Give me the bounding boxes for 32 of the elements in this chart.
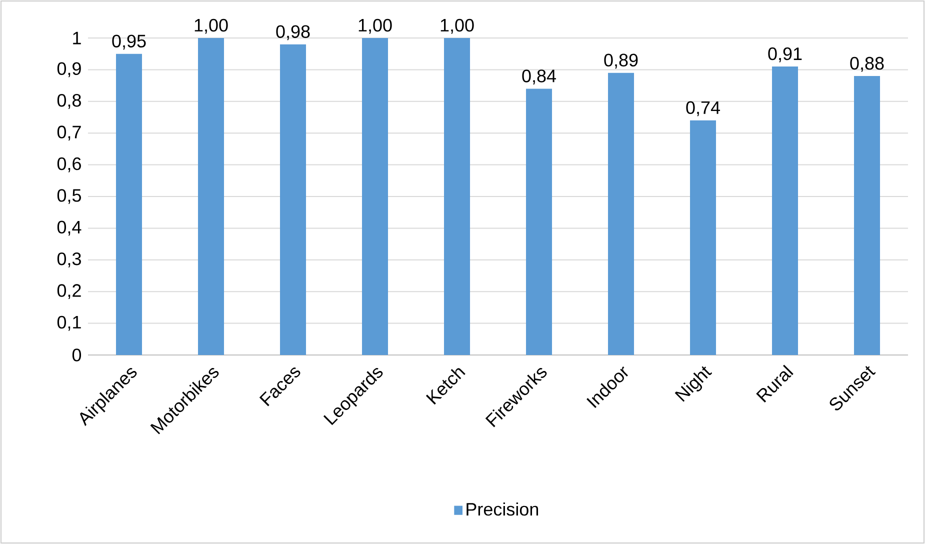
bar bbox=[608, 72, 634, 355]
bar bbox=[854, 76, 880, 355]
bar bbox=[690, 120, 716, 355]
text: 1,00 bbox=[440, 18, 474, 34]
text: 0,89 bbox=[604, 54, 638, 69]
y-tick-label: 0,2 bbox=[57, 284, 81, 300]
text: 0,84 bbox=[522, 70, 556, 84]
y-tick-label: 0 bbox=[72, 348, 82, 362]
y-tick-label: 1 bbox=[73, 32, 81, 44]
text: 0,88 bbox=[850, 56, 884, 72]
y-tick-label: 0,5 bbox=[57, 189, 81, 204]
y-tick-label: 0,7 bbox=[57, 126, 81, 141]
y-tick-label: 0,4 bbox=[57, 220, 82, 236]
bar bbox=[362, 38, 388, 355]
text: 0,95 bbox=[112, 34, 146, 50]
text: 0,91 bbox=[768, 47, 802, 62]
bar bbox=[444, 38, 470, 355]
text: 0,98 bbox=[276, 25, 310, 40]
y-tick-label: 0,3 bbox=[57, 252, 81, 268]
text: 1,00 bbox=[194, 18, 228, 34]
bar bbox=[116, 54, 142, 355]
text: 0,74 bbox=[686, 101, 720, 116]
y-tick-label: 0,6 bbox=[57, 157, 81, 172]
y-tick-label: 0,9 bbox=[57, 62, 81, 78]
bar bbox=[772, 66, 798, 355]
y-tick-label: 0,8 bbox=[57, 94, 81, 109]
legend-label: Precision bbox=[466, 502, 538, 516]
y-tick-label: 0,1 bbox=[57, 316, 81, 331]
bar bbox=[198, 38, 224, 355]
text: 1,00 bbox=[358, 18, 392, 34]
bar bbox=[280, 44, 306, 355]
bar bbox=[526, 88, 552, 355]
